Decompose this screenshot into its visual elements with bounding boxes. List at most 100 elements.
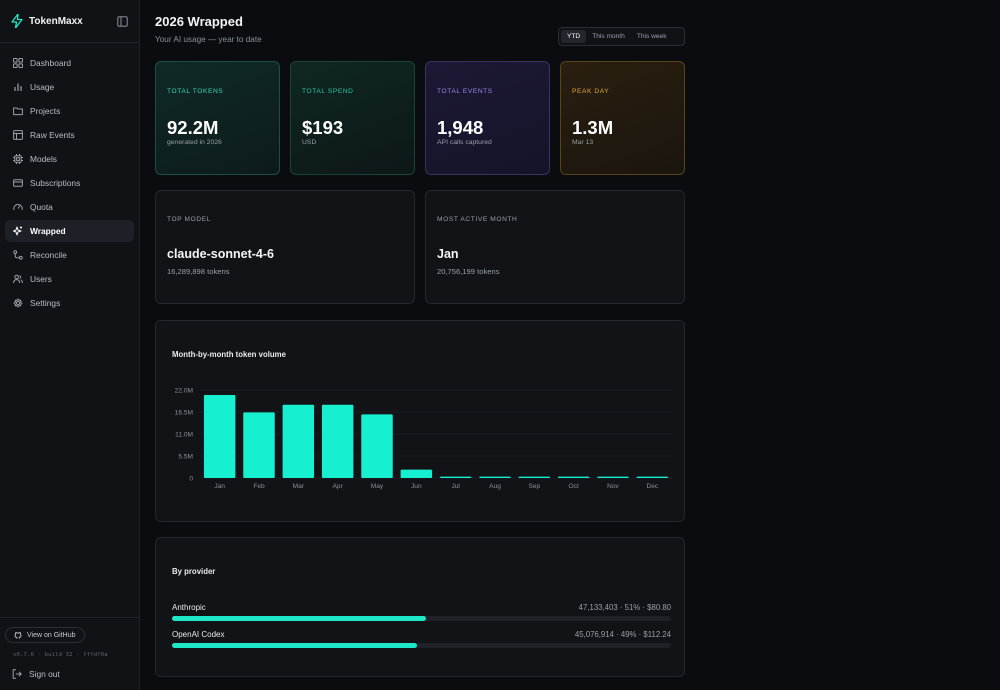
sidebar-item-projects[interactable]: Projects	[5, 100, 134, 122]
bar-mar[interactable]	[282, 404, 315, 478]
active-month-sub: 20,756,199 tokens	[437, 267, 500, 276]
x-tick-label: Oct	[569, 483, 579, 490]
kpi-total-events: TOTAL EVENTS 1,948 API calls captured	[425, 61, 550, 175]
kpi-value: 1,948	[437, 117, 484, 138]
sidebar-nav: Dashboard Usage Projects Raw Events Mode…	[0, 43, 139, 314]
sparkles-icon	[13, 226, 23, 236]
version-text: v0.7.0 · build 32 · fffdf0a	[13, 652, 108, 658]
sign-out-icon	[12, 669, 22, 679]
kpi-total-spend: TOTAL SPEND $193 USD	[290, 61, 415, 175]
sidebar-item-dashboard[interactable]: Dashboard	[5, 52, 134, 74]
chip-icon	[13, 154, 23, 164]
kpi-sub: API calls captured	[437, 139, 492, 146]
by-provider-card: By provider Anthropic 47,133,403 · 51% ·…	[155, 537, 685, 677]
provider-bar-fill	[172, 616, 427, 621]
sidebar-item-label: Reconcile	[30, 250, 67, 260]
sidebar-item-subscriptions[interactable]: Subscriptions	[5, 172, 134, 194]
kpi-value: $193	[302, 117, 344, 138]
top-model-value: claude-sonnet-4-6	[167, 247, 274, 261]
page-title: 2026 Wrapped	[155, 14, 243, 29]
sidebar-item-quota[interactable]: Quota	[5, 196, 134, 218]
sign-out-label: Sign out	[29, 669, 60, 679]
credit-card-icon	[13, 178, 23, 188]
x-tick-label: Jun	[411, 483, 422, 490]
sign-out-button[interactable]: Sign out	[5, 666, 134, 682]
y-tick-label: 0	[189, 475, 193, 482]
kpi-value: 1.3M	[572, 117, 614, 138]
sidebar-item-users[interactable]: Users	[5, 268, 134, 290]
x-tick-label: Apr	[333, 483, 344, 490]
sidebar-item-settings[interactable]: Settings	[5, 292, 134, 314]
bar-oct[interactable]	[557, 476, 590, 478]
sidebar-item-raw-events[interactable]: Raw Events	[5, 124, 134, 146]
kpi-total-tokens: TOTAL TOKENS 92.2M generated in 2026	[155, 61, 280, 175]
users-icon	[13, 274, 23, 284]
kpi-label: PEAK DAY	[572, 88, 610, 95]
gauge-icon	[13, 202, 23, 212]
monthly-volume-chart: 0 5.5M 11.0M 16.5M 22.0M Jan Feb Mar Apr May Jun Ju…	[175, 387, 672, 490]
sidebar-item-label: Projects	[30, 106, 61, 116]
sidebar-item-label: Subscriptions	[30, 178, 81, 188]
brand: TokenMaxx	[0, 0, 139, 43]
most-active-month-card: MOST ACTIVE MONTH Jan 20,756,199 tokens	[425, 190, 685, 304]
bar-aug[interactable]	[479, 476, 511, 478]
bar-may[interactable]	[361, 414, 393, 478]
provider-name: Anthropic	[172, 603, 206, 612]
sidebar-item-label: Models	[30, 154, 57, 164]
sidebar-collapse-icon[interactable]	[117, 15, 128, 27]
table-icon	[13, 130, 23, 140]
x-tick-label: Feb	[253, 483, 265, 490]
chart-title: Month-by-month token volume	[172, 350, 286, 359]
reconcile-icon	[13, 250, 23, 260]
page-subtitle: Your AI usage — year to date	[155, 35, 262, 44]
kpi-value: 92.2M	[167, 117, 219, 138]
lightning-logo-icon	[11, 14, 23, 28]
sidebar-item-wrapped[interactable]: Wrapped	[5, 220, 134, 242]
y-tick-label: 22.0M	[175, 387, 193, 394]
sidebar-item-label: Users	[30, 274, 52, 284]
range-option-ytd[interactable]: YTD	[561, 30, 587, 43]
bar-dec[interactable]	[636, 476, 669, 478]
github-button[interactable]: View on GitHub	[5, 627, 85, 643]
provider-name: OpenAI Codex	[172, 630, 225, 639]
sidebar-item-label: Dashboard	[30, 58, 71, 68]
x-tick-label: Nov	[607, 483, 619, 490]
top-model-sub: 16,289,898 tokens	[167, 267, 230, 276]
app-name: TokenMaxx	[29, 15, 83, 27]
active-month-value: Jan	[437, 247, 459, 261]
x-tick-label: Jul	[451, 483, 460, 490]
bar-apr[interactable]	[321, 404, 354, 478]
kpi-sub: USD	[302, 139, 317, 146]
sidebar-item-label: Wrapped	[30, 226, 66, 236]
bar-nov[interactable]	[597, 476, 629, 478]
x-tick-label: May	[371, 483, 384, 490]
bar-jun[interactable]	[400, 469, 433, 478]
bar-jan[interactable]	[203, 394, 236, 478]
bar-sep[interactable]	[518, 476, 551, 478]
bar-chart-icon	[13, 82, 23, 92]
provider-title: By provider	[172, 567, 216, 576]
x-tick-label: Dec	[646, 483, 658, 490]
provider-bar-fill	[172, 643, 417, 648]
dashboard-icon	[13, 58, 23, 68]
bar-jul[interactable]	[439, 476, 472, 478]
y-tick-label: 16.5M	[175, 409, 193, 416]
provider-stats: 45,076,914 · 49% · $112.24	[574, 630, 671, 639]
provider-bar-track	[172, 643, 671, 648]
kpi-label: TOTAL TOKENS	[167, 88, 224, 95]
sidebar-item-usage[interactable]: Usage	[5, 76, 134, 98]
range-option-this-week[interactable]: This week	[636, 33, 667, 40]
gear-icon	[13, 298, 23, 308]
provider-stats: 47,133,403 · 51% · $80.80	[578, 603, 671, 612]
sidebar-item-models[interactable]: Models	[5, 148, 134, 170]
sidebar-item-reconcile[interactable]: Reconcile	[5, 244, 134, 266]
sidebar: TokenMaxx Dashboard Usage Projects Raw E…	[0, 0, 140, 690]
folder-icon	[13, 106, 23, 116]
x-tick-label: Aug	[489, 483, 501, 490]
x-tick-label: Jan	[214, 483, 225, 490]
x-tick-label: Mar	[293, 483, 305, 490]
bar-feb[interactable]	[243, 412, 275, 478]
range-option-this-month[interactable]: This month	[592, 33, 625, 40]
github-icon	[14, 631, 22, 639]
top-model-label: TOP MODEL	[167, 216, 211, 223]
